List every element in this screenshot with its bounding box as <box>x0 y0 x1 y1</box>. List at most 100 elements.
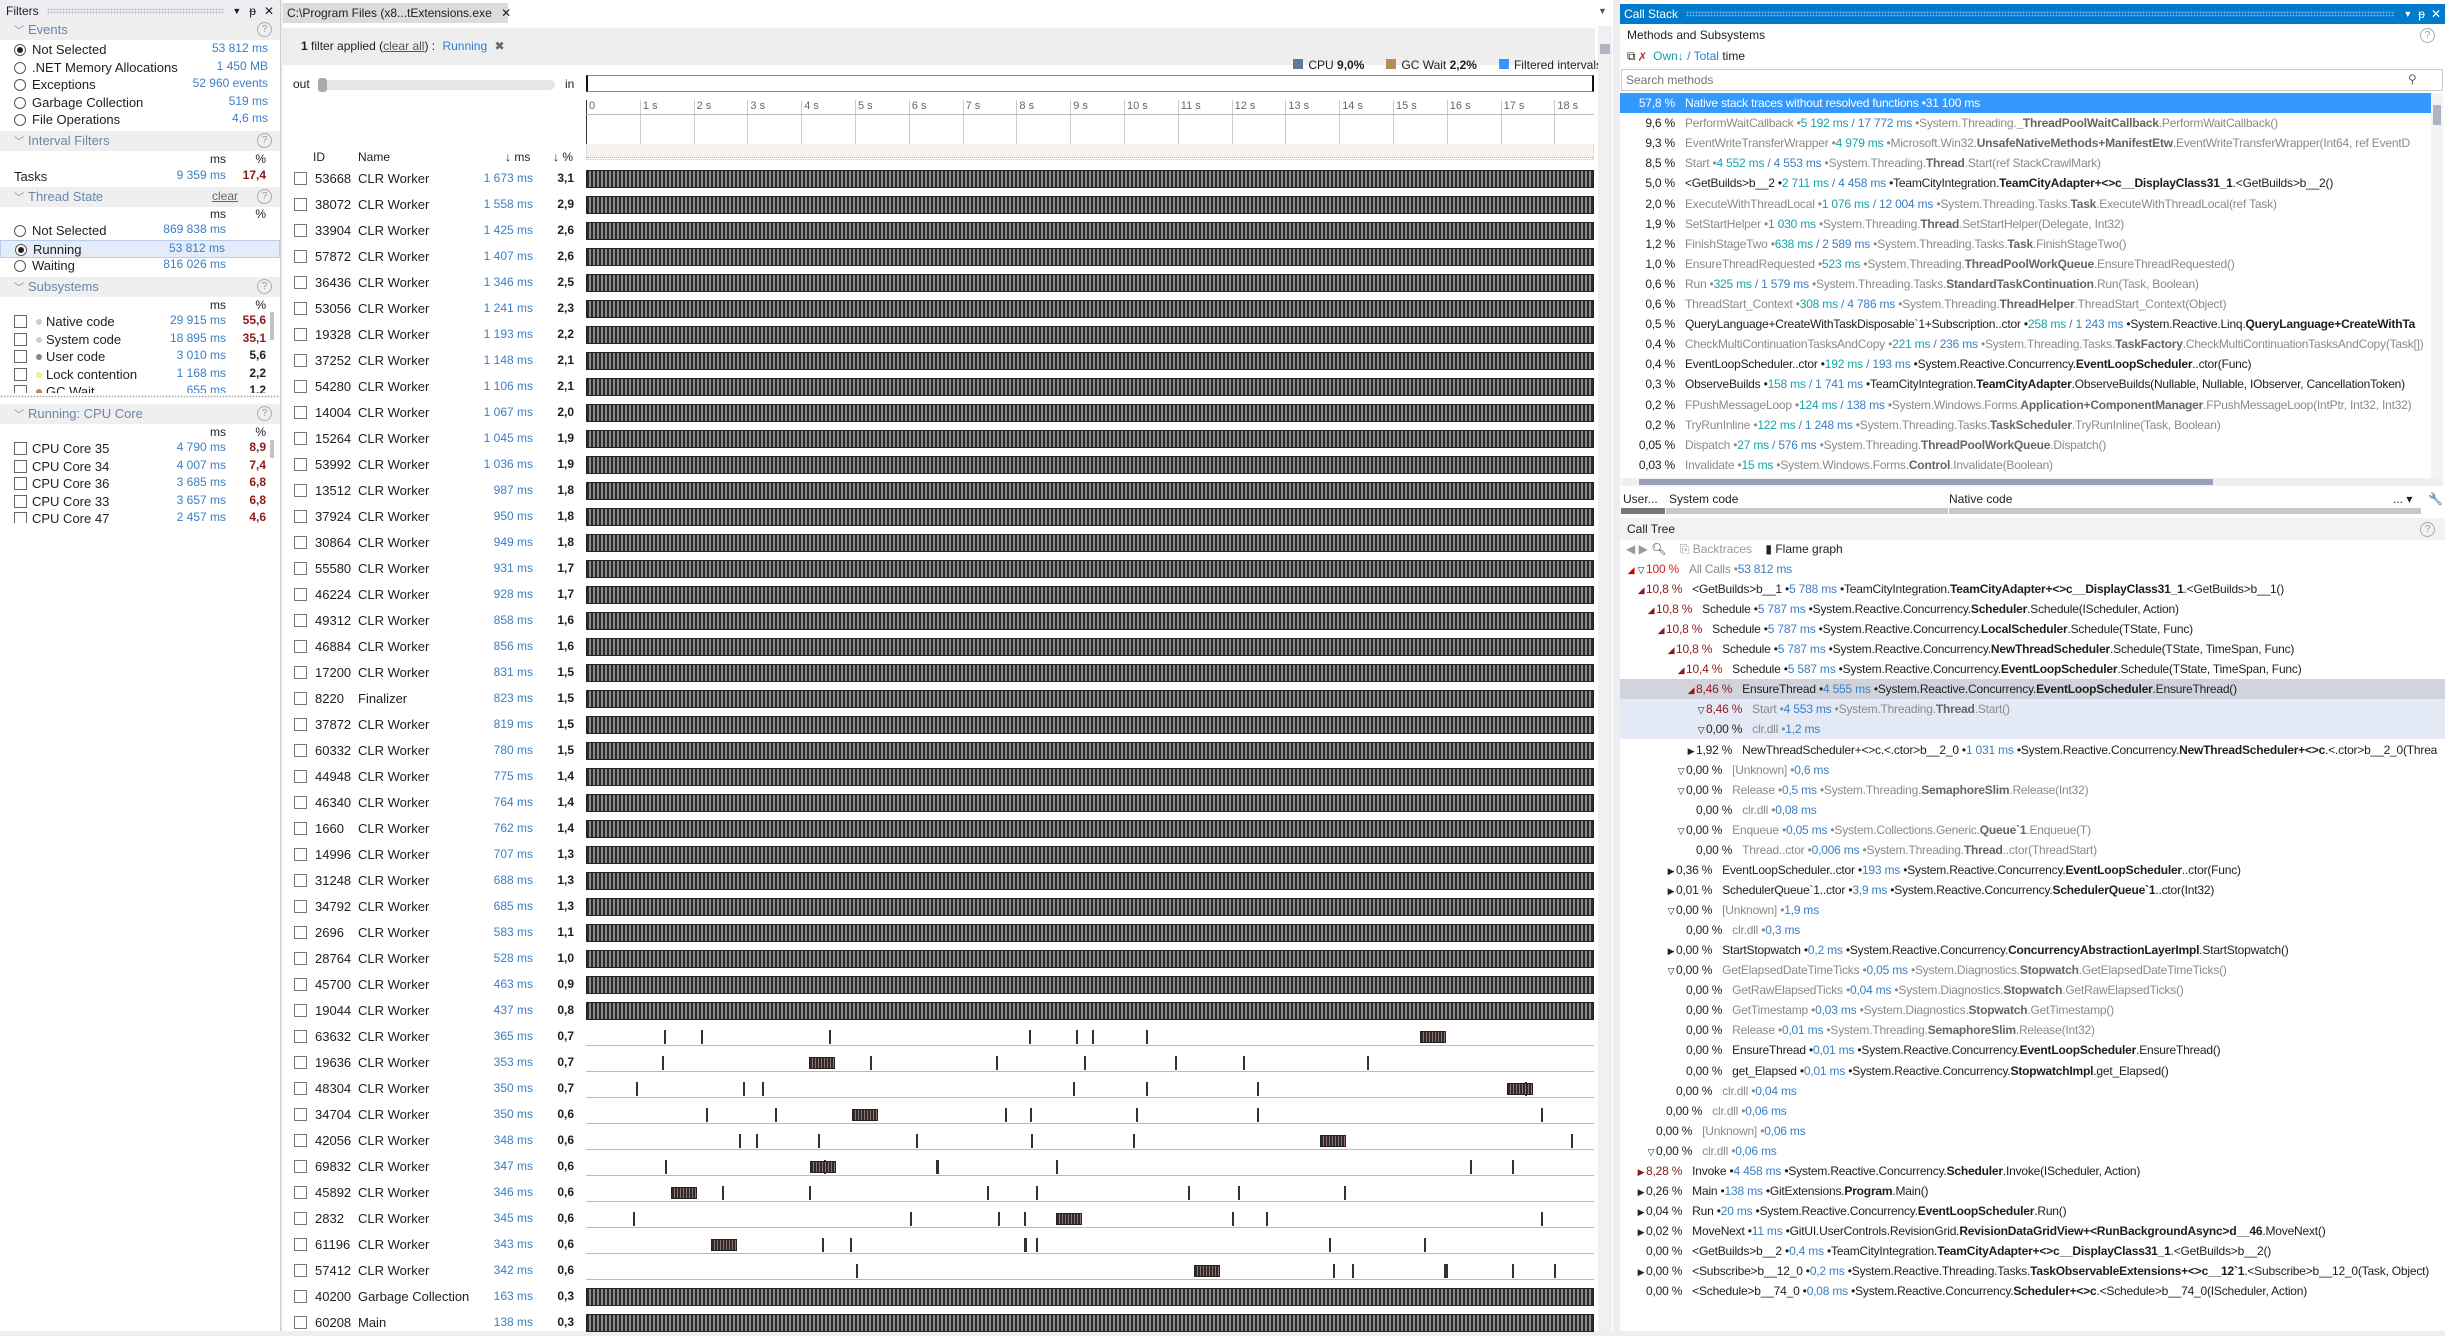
thread-checkbox[interactable] <box>294 900 307 913</box>
thread-checkbox[interactable] <box>294 484 307 497</box>
checkbox[interactable] <box>14 350 27 364</box>
thread-activity-bar[interactable] <box>586 274 1594 292</box>
event-filter-option[interactable]: File Operations 4,6 ms <box>0 111 280 129</box>
thread-checkbox[interactable] <box>294 1212 307 1225</box>
checkbox[interactable] <box>14 367 27 381</box>
thread-activity-bar[interactable] <box>586 586 1594 604</box>
thread-activity-bar[interactable] <box>586 1314 1594 1332</box>
method-row[interactable]: 0,6 %Run325 ms / 1 579 msSystem.Threadin… <box>1620 274 2432 294</box>
thread-activity-bar[interactable] <box>586 404 1594 422</box>
thread-checkbox[interactable] <box>294 744 307 757</box>
thread-state-option[interactable]: Not Selected 869 838 ms <box>0 222 280 240</box>
cpu-core-option[interactable]: CPU Core 35 4 790 ms 8,9 <box>0 440 280 458</box>
remove-filter-icon[interactable]: ✖ <box>494 39 505 53</box>
search-icon[interactable]: 🔍︎ <box>1651 542 1667 556</box>
thread-checkbox[interactable] <box>294 536 307 549</box>
call-tree-row[interactable]: 0,00 % <GetBuilds>b__2 0,4 ms TeamCityInteg… <box>1620 1241 2445 1261</box>
call-tree-row[interactable]: 0,00 % <Schedule>b__74_0 0,08 ms System.Rea… <box>1620 1281 2445 1301</box>
help-icon[interactable]: ? <box>2420 522 2435 537</box>
call-tree-row[interactable]: ◢▽100 % All Calls 53 812 ms <box>1620 559 2445 579</box>
event-filter-option[interactable]: Exceptions 52 960 events <box>0 76 280 94</box>
thread-row[interactable]: 61196 CLR Worker 343 ms 0,6 <box>283 1232 1595 1258</box>
radio-button[interactable] <box>15 243 27 256</box>
call-tree-row[interactable]: ◢10,4 % Schedule 5 587 ms System.Reactive.C… <box>1620 659 2445 679</box>
checkbox[interactable] <box>14 442 27 455</box>
call-tree-row[interactable]: ◢10,8 % Schedule 5 787 ms System.Reactive.C… <box>1620 599 2445 619</box>
scrollbar-thumb[interactable] <box>2433 105 2441 125</box>
call-tree-row[interactable]: ◢8,46 % EnsureThread 4 555 ms System.Reacti… <box>1620 679 2445 700</box>
cpu-core-option[interactable]: CPU Core 47 2 457 ms 4,6 <box>0 510 280 524</box>
checkbox[interactable] <box>14 385 27 394</box>
dropdown-icon[interactable]: ▼ <box>2403 9 2413 19</box>
subsystem-option[interactable]: System code 18 895 ms 35,1 <box>0 331 280 349</box>
tasks-row[interactable]: Tasks 9 359 ms 17,4 <box>0 168 280 186</box>
thread-checkbox[interactable] <box>294 1186 307 1199</box>
subsystem-native[interactable]: Native code <box>1949 492 2013 506</box>
thread-checkbox[interactable] <box>294 1316 307 1329</box>
close-icon[interactable]: ✕ <box>2430 7 2441 21</box>
search-methods-input[interactable] <box>1621 69 2443 91</box>
collapsed-icon[interactable]: ▶ <box>1637 1166 1645 1177</box>
chevron-down-icon[interactable]: ﹀ <box>14 193 24 204</box>
help-icon[interactable]: ? <box>257 133 272 148</box>
thread-activity-bar[interactable] <box>586 820 1594 838</box>
call-tree-row[interactable]: 0,00 % Release 0,01 ms System.Threading.Sem… <box>1620 1020 2445 1040</box>
pin-icon[interactable]: ᵽ <box>2418 7 2425 21</box>
subsystem-more[interactable]: ... ▾ <box>2393 492 2413 506</box>
scrollbar-thumb[interactable] <box>1639 479 2213 485</box>
thread-checkbox[interactable] <box>294 458 307 471</box>
thread-row[interactable]: 31248 CLR Worker 688 ms 1,3 <box>283 868 1595 894</box>
thread-row[interactable]: 37924 CLR Worker 950 ms 1,8 <box>283 504 1595 530</box>
collapsed-icon[interactable]: ▶ <box>1637 1267 1645 1278</box>
thread-checkbox[interactable] <box>294 822 307 835</box>
collapsed-icon[interactable]: ▶ <box>1667 946 1675 957</box>
method-row[interactable]: 1,0 % EnsureThreadRequested 523 ms System.T… <box>1620 254 2432 274</box>
thread-row[interactable]: 54280 CLR Worker 1 106 ms 2,1 <box>283 374 1595 400</box>
thread-activity-bar[interactable] <box>586 1158 1594 1176</box>
thread-row[interactable]: 40200 Garbage Collection 163 ms 0,3 <box>283 1284 1595 1310</box>
section-cpu_core[interactable]: ﹀ Running: CPU Core? <box>0 404 280 424</box>
thread-activity-bar[interactable] <box>586 326 1594 344</box>
subsystem-option[interactable]: GC Wait 655 ms 1,2 <box>0 383 280 394</box>
call-tree-row[interactable]: ▽0,00 % clr.dll 0,06 ms <box>1620 1141 2445 1161</box>
thread-activity-bar[interactable] <box>586 1184 1594 1202</box>
thread-activity-bar[interactable] <box>586 1236 1594 1254</box>
thread-checkbox[interactable] <box>294 1264 307 1277</box>
thread-checkbox[interactable] <box>294 1290 307 1303</box>
settings-wrench-icon[interactable]: 🔧 <box>2428 492 2443 506</box>
thread-row[interactable]: 13512 CLR Worker 987 ms 1,8 <box>283 478 1595 504</box>
active-filter-running[interactable]: Running <box>442 39 488 53</box>
thread-checkbox[interactable] <box>294 432 307 445</box>
backtraces-button[interactable]: Backtraces <box>1692 542 1753 556</box>
thread-activity-bar[interactable] <box>586 1028 1594 1046</box>
thread-checkbox[interactable] <box>294 1082 307 1095</box>
method-row[interactable]: 0,3 %ObserveBuilds158 ms / 1 741 msTeamC… <box>1620 374 2432 394</box>
chevron-down-icon[interactable]: ﹀ <box>14 410 24 421</box>
dropdown-icon[interactable]: ▼ <box>232 6 242 16</box>
method-row[interactable]: 0,2 %TryRunInline122 ms / 1 248 msSystem… <box>1620 415 2432 435</box>
subsystem-user[interactable]: User... <box>1623 492 1658 506</box>
radio-button[interactable] <box>14 225 26 237</box>
thread-activity-bar[interactable] <box>586 664 1594 682</box>
close-icon[interactable]: ✕ <box>263 4 274 18</box>
thread-row[interactable]: 37872 CLR Worker 819 ms 1,5 <box>283 712 1595 738</box>
thread-row[interactable]: 53668 CLR Worker 1 673 ms 3,1 <box>283 166 1595 192</box>
thread-row[interactable]: 8220 Finalizer 823 ms 1,5 <box>283 686 1595 712</box>
thread-checkbox[interactable] <box>294 250 307 263</box>
thread-checkbox[interactable] <box>294 718 307 731</box>
help-icon[interactable]: ? <box>257 189 272 204</box>
exclude-icon[interactable]: ✗ <box>1638 49 1646 63</box>
thread-activity-bar[interactable] <box>586 612 1594 630</box>
call-tree-row[interactable]: ▽8,46 % Start 4 553 ms System.Threading.Thr… <box>1620 699 2445 720</box>
call-tree-row[interactable]: ▶0,36 % EventLoopScheduler..ctor 193 ms Sys… <box>1620 860 2445 880</box>
thread-row[interactable]: 19044 CLR Worker 437 ms 0,8 <box>283 998 1595 1024</box>
thread-row[interactable]: 2696 CLR Worker 583 ms 1,1 <box>283 920 1595 946</box>
tab-list-dropdown-icon[interactable]: ▼ <box>1598 6 1607 16</box>
checkbox[interactable] <box>14 494 27 508</box>
methods-vscrollbar[interactable] <box>2431 93 2443 481</box>
call-tree-row[interactable]: ▽0,00 % GetElapsedDateTimeTicks 0,05 ms Sys… <box>1620 960 2445 980</box>
thread-checkbox[interactable] <box>294 380 307 393</box>
thread-checkbox[interactable] <box>294 1134 307 1147</box>
help-icon[interactable]: ? <box>2420 28 2435 43</box>
scrollbar-thumb[interactable] <box>270 440 274 458</box>
